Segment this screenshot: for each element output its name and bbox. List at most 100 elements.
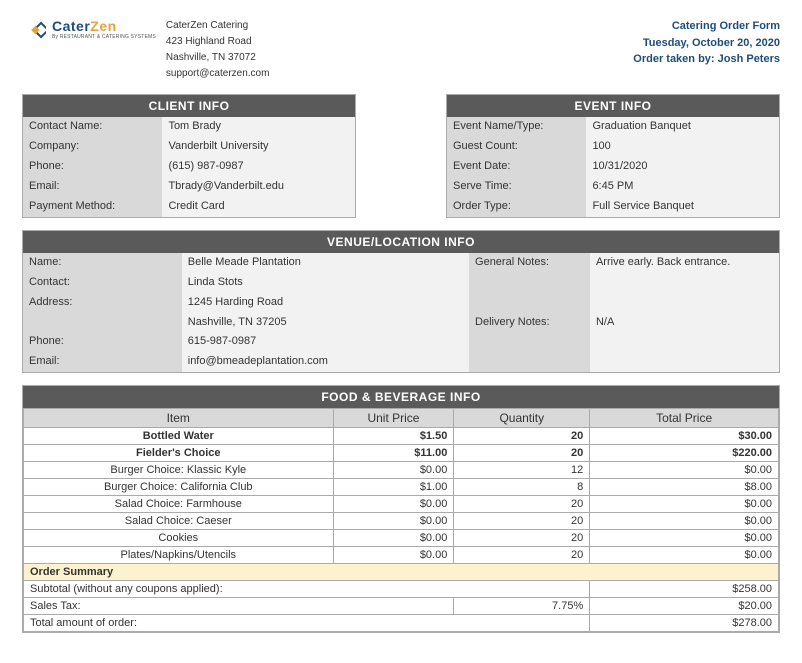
header-left: CaterZen By RESTAURANT & CATERING SYSTEM…: [22, 18, 269, 82]
item-qty: 20: [454, 428, 590, 445]
item-price: $0.00: [333, 530, 454, 547]
client-info-box: CLIENT INFO Contact Name: Company: Phone…: [22, 94, 356, 218]
subtotal-label: Subtotal (without any coupons applied):: [24, 581, 590, 598]
value-phone: (615) 987-0987: [162, 157, 355, 177]
logo-text: CaterZen: [52, 18, 156, 34]
label-email: Email:: [23, 177, 162, 197]
item-total: $0.00: [590, 547, 779, 564]
label-type: Order Type:: [447, 197, 586, 217]
company-email: support@caterzen.com: [166, 66, 270, 82]
item-qty: 12: [454, 462, 590, 479]
item-name: Plates/Napkins/Utencils: [24, 547, 334, 564]
logo: CaterZen By RESTAURANT & CATERING SYSTEM…: [22, 18, 156, 82]
value-type: Full Service Banquet: [586, 197, 779, 217]
item-price: $11.00: [333, 445, 454, 462]
event-info-box: EVENT INFO Event Name/Type: Guest Count:…: [446, 94, 780, 218]
table-row: Salad Choice: Caeser$0.0020$0.00: [24, 513, 779, 530]
taken-by: Order taken by: Josh Peters: [633, 51, 780, 68]
value-venue-name: Belle Meade Plantation: [182, 253, 469, 273]
subtotal-value: $258.00: [590, 581, 779, 598]
item-price: $0.00: [333, 547, 454, 564]
value-serve: 6:45 PM: [586, 177, 779, 197]
label-venue-phone: Phone:: [23, 332, 182, 352]
value-guests: 100: [586, 137, 779, 157]
col-total: Total Price: [590, 409, 779, 428]
header-right: Catering Order Form Tuesday, October 20,…: [633, 18, 780, 82]
table-row: Salad Choice: Farmhouse$0.0020$0.00: [24, 496, 779, 513]
value-venue-email: info@bmeadeplantation.com: [182, 352, 469, 372]
form-title: Catering Order Form: [633, 18, 780, 35]
label-venue-address: Address:: [23, 293, 182, 313]
table-row: Cookies$0.0020$0.00: [24, 530, 779, 547]
table-row: Bottled Water$1.5020$30.00: [24, 428, 779, 445]
value-event-name: Graduation Banquet: [586, 117, 779, 137]
value-event-date: 10/31/2020: [586, 157, 779, 177]
venue-header: VENUE/LOCATION INFO: [23, 231, 779, 253]
label-venue-email: Email:: [23, 352, 182, 372]
label-guests: Guest Count:: [447, 137, 586, 157]
item-name: Salad Choice: Farmhouse: [24, 496, 334, 513]
item-qty: 20: [454, 530, 590, 547]
item-name: Salad Choice: Caeser: [24, 513, 334, 530]
item-qty: 20: [454, 445, 590, 462]
item-name: Fielder's Choice: [24, 445, 334, 462]
info-row: CLIENT INFO Contact Name: Company: Phone…: [22, 94, 780, 218]
item-price: $1.50: [333, 428, 454, 445]
value-contact: Tom Brady: [162, 117, 355, 137]
item-qty: 20: [454, 496, 590, 513]
item-name: Burger Choice: Klassic Kyle: [24, 462, 334, 479]
item-total: $220.00: [590, 445, 779, 462]
item-price: $0.00: [333, 513, 454, 530]
table-row: Plates/Napkins/Utencils$0.0020$0.00: [24, 547, 779, 564]
food-table: Item Unit Price Quantity Total Price Bot…: [23, 408, 779, 632]
item-name: Cookies: [24, 530, 334, 547]
col-price: Unit Price: [333, 409, 454, 428]
label-general-notes: General Notes:: [469, 253, 590, 273]
company-address2: Nashville, TN 37072: [166, 50, 270, 66]
event-header: EVENT INFO: [447, 95, 779, 117]
label-serve: Serve Time:: [447, 177, 586, 197]
item-name: Burger Choice: California Club: [24, 479, 334, 496]
item-total: $30.00: [590, 428, 779, 445]
value-email: Tbrady@Vanderbilt.edu: [162, 177, 355, 197]
item-total: $0.00: [590, 496, 779, 513]
page-header: CaterZen By RESTAURANT & CATERING SYSTEM…: [22, 18, 780, 82]
value-venue-contact: Linda Stots: [182, 273, 469, 293]
label-venue-contact: Contact:: [23, 273, 182, 293]
table-row: Fielder's Choice$11.0020$220.00: [24, 445, 779, 462]
item-total: $0.00: [590, 530, 779, 547]
item-total: $0.00: [590, 513, 779, 530]
value-payment: Credit Card: [162, 197, 355, 217]
value-general-notes: Arrive early. Back entrance.: [590, 253, 779, 273]
label-delivery-notes: Delivery Notes:: [469, 313, 590, 333]
order-date: Tuesday, October 20, 2020: [633, 35, 780, 52]
logo-tagline: By RESTAURANT & CATERING SYSTEMS: [52, 34, 156, 40]
value-delivery-notes: N/A: [590, 313, 779, 333]
company-address1: 423 Highland Road: [166, 34, 270, 50]
item-price: $0.00: [333, 496, 454, 513]
col-item: Item: [24, 409, 334, 428]
total-label: Total amount of order:: [24, 615, 590, 632]
company-info: CaterZen Catering 423 Highland Road Nash…: [166, 18, 270, 82]
total-value: $278.00: [590, 615, 779, 632]
item-name: Bottled Water: [24, 428, 334, 445]
food-header: FOOD & BEVERAGE INFO: [23, 386, 779, 408]
label-payment: Payment Method:: [23, 197, 162, 217]
label-company: Company:: [23, 137, 162, 157]
label-venue-name: Name:: [23, 253, 182, 273]
food-box: FOOD & BEVERAGE INFO Item Unit Price Qua…: [22, 385, 780, 633]
client-header: CLIENT INFO: [23, 95, 355, 117]
item-total: $0.00: [590, 462, 779, 479]
item-qty: 20: [454, 547, 590, 564]
tax-label: Sales Tax:: [24, 598, 454, 615]
summary-title: Order Summary: [24, 564, 779, 581]
item-price: $1.00: [333, 479, 454, 496]
label-event-date: Event Date:: [447, 157, 586, 177]
value-venue-address2: Nashville, TN 37205: [182, 313, 469, 333]
item-total: $8.00: [590, 479, 779, 496]
table-row: Burger Choice: California Club$1.008$8.0…: [24, 479, 779, 496]
col-qty: Quantity: [454, 409, 590, 428]
company-name: CaterZen Catering: [166, 18, 270, 34]
venue-box: VENUE/LOCATION INFO Name: Contact: Addre…: [22, 230, 780, 374]
value-venue-phone: 615-987-0987: [182, 332, 469, 352]
